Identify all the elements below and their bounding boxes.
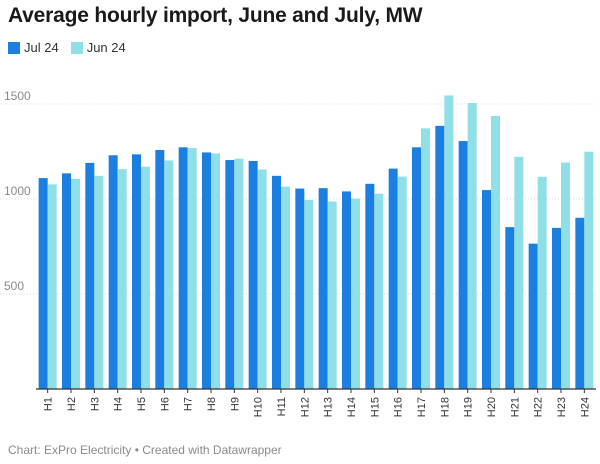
legend-item-jun: Jun 24 [70, 40, 126, 55]
x-tick-label: H8 [206, 397, 218, 411]
x-tick-label: H22 [533, 397, 545, 417]
bar-jul-h19 [458, 141, 468, 389]
legend: Jul 24 Jun 24 [8, 40, 126, 55]
x-tick-label: H9 [229, 397, 241, 411]
bar-jul-h3 [85, 162, 95, 389]
bar-jun-h1 [47, 184, 57, 389]
x-tick-label: H5 [136, 397, 148, 411]
bar-jul-h21 [505, 227, 515, 389]
x-tick-label: H2 [66, 397, 78, 411]
bar-jul-h6 [155, 149, 165, 389]
bar-jun-h4 [117, 169, 127, 389]
bar-jun-h13 [327, 201, 337, 389]
bar-jun-h11 [281, 186, 290, 389]
bar-jun-h18 [444, 95, 454, 389]
x-tick-label: H11 [276, 397, 288, 416]
bar-jun-h10 [257, 169, 267, 389]
bar-jul-h14 [342, 191, 351, 389]
x-tick-label: H4 [113, 397, 125, 411]
bar-jul-h22 [528, 243, 538, 389]
bar-jun-h22 [537, 176, 547, 389]
bar-jun-h23 [561, 162, 570, 389]
bar-jul-h11 [272, 175, 281, 389]
x-tick-label: H23 [556, 397, 568, 417]
x-tick-label: H1 [43, 397, 55, 411]
y-tick-label: 1000 [4, 184, 31, 198]
bar-jun-h21 [514, 156, 524, 389]
bar-jun-h19 [467, 103, 477, 390]
x-tick-label: H6 [159, 397, 171, 411]
bar-jul-h7 [178, 147, 188, 389]
bar-jul-h8 [202, 152, 211, 389]
chart-title: Average hourly import, June and July, MW [8, 4, 423, 27]
bar-jul-h13 [318, 188, 328, 389]
y-tick-label: 1500 [4, 89, 31, 103]
bar-jun-h9 [234, 158, 244, 389]
bar-jun-h12 [304, 199, 314, 389]
x-tick-label: H14 [346, 397, 358, 417]
bar-jun-h16 [397, 176, 407, 389]
x-tick-label: H18 [439, 397, 451, 417]
x-tick-label: H13 [323, 397, 335, 417]
x-tick-label: H17 [416, 397, 428, 417]
y-tick-label: 500 [4, 279, 24, 293]
bar-jul-h15 [365, 183, 375, 389]
x-tick-label: H12 [299, 397, 311, 417]
x-tick-label: H16 [393, 397, 405, 417]
bar-jul-h10 [248, 161, 258, 389]
bar-jul-h20 [482, 190, 491, 389]
bar-jun-h24 [584, 151, 594, 389]
legend-swatch-jul [8, 41, 20, 54]
bar-jun-h5 [141, 166, 150, 389]
bar-jun-h15 [374, 193, 384, 389]
bar-jun-h17 [421, 128, 430, 389]
bar-jun-h3 [94, 175, 104, 389]
bar-jun-h14 [351, 198, 360, 389]
x-tick-label: H20 [486, 397, 498, 417]
legend-swatch-jun [70, 41, 83, 54]
x-tick-label: H15 [369, 397, 381, 417]
bar-jul-h2 [62, 173, 71, 389]
bar-jul-h9 [225, 160, 235, 389]
bar-jul-h1 [38, 178, 48, 389]
chart-source: Chart: ExPro Electricity • Created with … [8, 443, 282, 457]
x-tick-label: H10 [253, 397, 265, 417]
bar-jul-h24 [575, 217, 585, 389]
bar-jul-h4 [108, 155, 118, 389]
bar-jun-h6 [164, 160, 174, 389]
bar-jun-h2 [71, 178, 80, 389]
x-tick-label: H24 [579, 397, 591, 417]
bar-jul-h5 [132, 154, 141, 389]
x-tick-label: H21 [509, 397, 521, 417]
bar-jun-h7 [187, 148, 197, 389]
bar-jul-h23 [552, 227, 561, 389]
bar-jul-h18 [435, 125, 445, 389]
x-tick-label: H19 [463, 397, 475, 417]
x-tick-label: H3 [89, 397, 101, 411]
bar-chart: 500 1000 1500 H1 H2 H3 H4 H5 H6 H7 H8 H9 H10 H11 H12 H1… [0, 89, 596, 417]
legend-label-jun: Jun 24 [86, 40, 126, 55]
bar-jul-h12 [295, 188, 305, 389]
legend-item-jul: Jul 24 [8, 40, 59, 55]
bar-jun-h20 [491, 115, 500, 389]
bar-jun-h8 [211, 153, 220, 389]
bar-jul-h16 [388, 168, 398, 389]
x-tick-label: H7 [183, 397, 195, 411]
legend-label-jul: Jul 24 [24, 40, 59, 55]
bar-jul-h17 [412, 147, 421, 389]
